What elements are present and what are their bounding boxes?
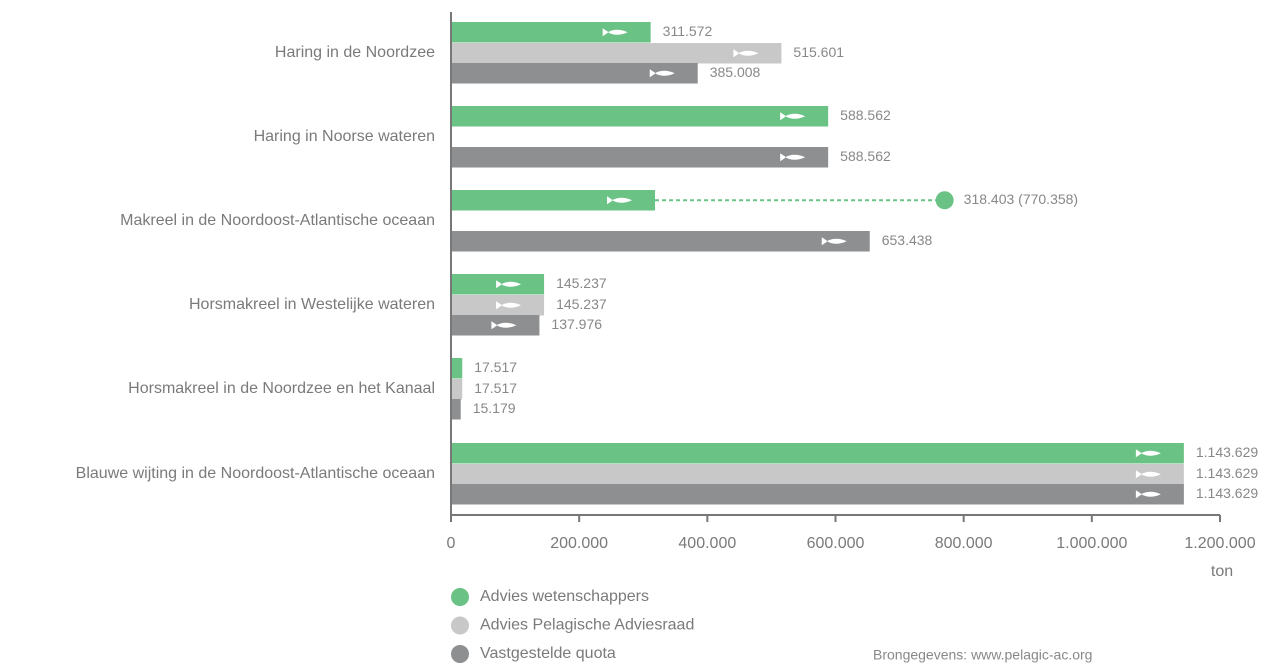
value-label: 1.143.629 bbox=[1196, 444, 1258, 460]
bar bbox=[451, 464, 1184, 485]
bar bbox=[451, 106, 829, 127]
value-label: 15.179 bbox=[473, 400, 516, 416]
fish-icon bbox=[1135, 470, 1161, 479]
value-label: 145.237 bbox=[556, 275, 607, 291]
value-label: 17.517 bbox=[474, 359, 517, 375]
x-tick-label: 1.200.000 bbox=[1184, 535, 1255, 552]
x-tick-label: 0 bbox=[447, 535, 456, 552]
value-label: 588.562 bbox=[840, 107, 891, 123]
category-label: Haring in Noorse wateren bbox=[254, 128, 435, 145]
bar bbox=[451, 63, 698, 84]
category-label: Haring in de Noordzee bbox=[275, 44, 435, 61]
legend-label: Vastgestelde quota bbox=[480, 645, 616, 662]
fish-icon bbox=[649, 69, 675, 78]
source: Brongegevens: www.pelagic-ac.org bbox=[873, 647, 1092, 663]
x-tick-label: 600.000 bbox=[807, 535, 865, 552]
category-label: Makreel in de Noordoost-Atlantische ocea… bbox=[120, 212, 435, 229]
extension-dot bbox=[935, 191, 954, 210]
x-tick-label: 800.000 bbox=[935, 535, 993, 552]
fish-icon bbox=[602, 28, 628, 37]
x-tick-label: 400.000 bbox=[678, 535, 736, 552]
legend-label: Advies Pelagische Adviesraad bbox=[480, 617, 694, 634]
category-label: Horsmakreel in de Noordzee en het Kanaal bbox=[128, 380, 435, 397]
legend-swatch bbox=[451, 616, 469, 635]
bar bbox=[451, 231, 870, 252]
value-label: 515.601 bbox=[793, 44, 844, 60]
value-label: 137.976 bbox=[551, 316, 602, 332]
category-label: Horsmakreel in Westelijke wateren bbox=[189, 296, 435, 313]
fish-icon bbox=[821, 237, 847, 246]
value-label: 1.143.629 bbox=[1196, 465, 1258, 481]
fish-icon bbox=[1135, 490, 1161, 499]
value-label: 588.562 bbox=[840, 148, 891, 164]
bar bbox=[451, 147, 829, 168]
x-tick-label: 1.000.000 bbox=[1056, 535, 1127, 552]
fish-icon bbox=[607, 196, 633, 205]
legend-label: Advies wetenschappers bbox=[480, 588, 649, 605]
x-tick-label: 200.000 bbox=[550, 535, 608, 552]
fish-icon bbox=[1135, 449, 1161, 458]
value-label: 311.572 bbox=[663, 23, 713, 39]
value-label: 653.438 bbox=[882, 232, 933, 248]
bar bbox=[451, 443, 1184, 464]
fish-icon bbox=[491, 321, 517, 330]
fish-icon bbox=[733, 49, 759, 58]
value-label: 17.517 bbox=[474, 380, 517, 396]
bar bbox=[451, 379, 463, 400]
value-label: 318.403 (770.358) bbox=[964, 191, 1078, 207]
bar bbox=[451, 22, 651, 43]
value-label: 385.008 bbox=[710, 64, 761, 80]
legend-swatch bbox=[451, 645, 469, 663]
fish-icon bbox=[496, 301, 522, 310]
fish-icon bbox=[780, 153, 806, 162]
bar bbox=[451, 484, 1184, 505]
value-label: 1.143.629 bbox=[1196, 485, 1258, 501]
x-axis-label: ton bbox=[1211, 563, 1233, 580]
category-label: Blauwe wijting in de Noordoost-Atlantisc… bbox=[76, 465, 435, 482]
fish-icon bbox=[780, 112, 806, 121]
value-label: 145.237 bbox=[556, 296, 607, 312]
bar bbox=[451, 358, 463, 379]
bar bbox=[451, 399, 461, 420]
fish-icon bbox=[496, 280, 522, 289]
bar bbox=[451, 190, 656, 211]
legend-swatch bbox=[451, 588, 469, 606]
bar bbox=[451, 43, 782, 64]
